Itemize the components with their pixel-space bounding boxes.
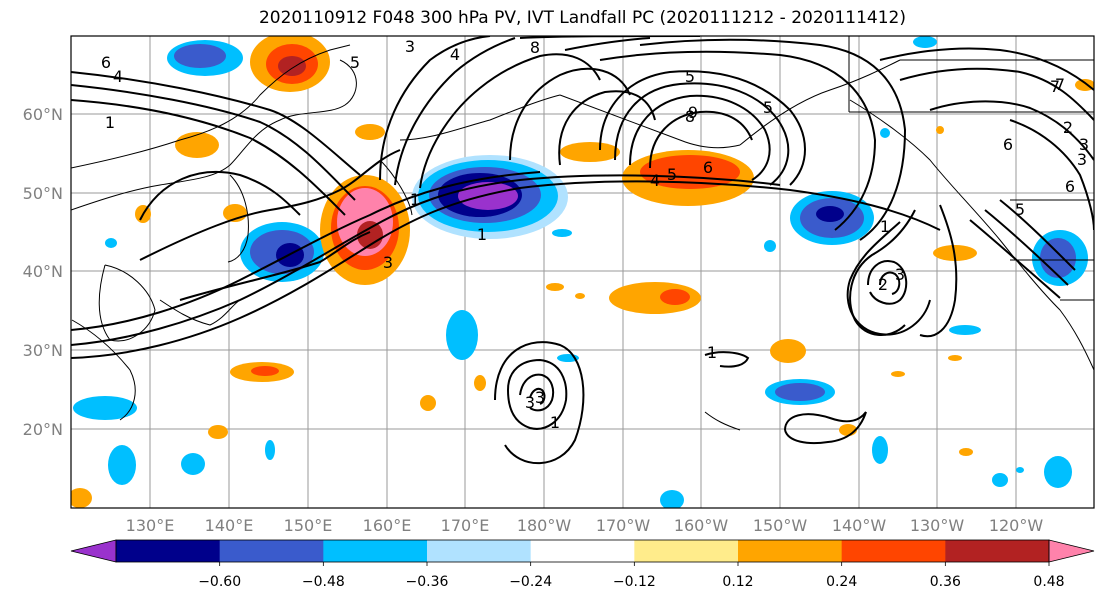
colorbar-segment — [116, 540, 221, 562]
colorbar-tick-label: −0.24 — [509, 574, 552, 590]
contour-label: 6 — [101, 53, 111, 72]
longitude-label: 120°W — [989, 516, 1044, 535]
contour-label: 1 — [105, 113, 115, 132]
contour-label: 3 — [525, 393, 535, 412]
contour-label: 5 — [350, 53, 360, 72]
colorbar-extend-min — [70, 539, 117, 563]
contour-label: 1 — [707, 343, 717, 362]
latitude-label: 30°N — [23, 341, 63, 360]
colorbar-segment — [530, 540, 635, 562]
colorbar-tick-label: 0.24 — [826, 574, 857, 590]
latitude-label: 40°N — [23, 262, 63, 281]
longitude-label: 180°W — [517, 516, 572, 535]
contour-label: 1 — [410, 190, 420, 209]
contour-label: 3 — [405, 37, 415, 56]
colorbar — [70, 539, 1095, 563]
map-frame — [70, 35, 1095, 509]
longitude-label: 140°W — [832, 516, 887, 535]
longitude-label: 140°E — [205, 516, 254, 535]
colorbar-tick-label: −0.48 — [302, 574, 345, 590]
longitude-labels: 130°E 140°E 150°E 160°E 170°E 180°W 170°W 160°W… — [126, 516, 1044, 535]
colorbar-tick-label: −0.60 — [198, 574, 241, 590]
colorbar-tick-label: −0.12 — [613, 574, 656, 590]
longitude-label: 160°E — [363, 516, 412, 535]
contour-label: 9 — [688, 103, 698, 122]
longitude-label: 150°W — [753, 516, 808, 535]
gridlines — [71, 36, 1094, 508]
contour-label: 8 — [530, 38, 540, 57]
colorbar-segment — [841, 540, 946, 562]
contour-label: 6 — [1065, 177, 1075, 196]
contour-label: 6 — [703, 158, 713, 177]
contour-label: 1 — [880, 217, 890, 236]
contour-label: 4 — [113, 67, 123, 86]
longitude-label: 130°E — [126, 516, 175, 535]
contour-label: 3 — [383, 253, 393, 272]
colorbar-tick-label: −0.36 — [406, 574, 449, 590]
contour-label: 5 — [685, 67, 695, 86]
contour-label: 3 — [1077, 150, 1087, 169]
contour-label: 3 — [895, 265, 905, 284]
longitude-label: 130°W — [910, 516, 965, 535]
colorbar-tick-label: 0.36 — [930, 574, 961, 590]
colorbar-tick-label: 0.48 — [1033, 574, 1064, 590]
latitude-label: 50°N — [23, 184, 63, 203]
colorbar-outline — [115, 539, 1050, 563]
figure-title: 2020110912 F048 300 hPa PV, IVT Landfall… — [258, 8, 906, 28]
colorbar-segment — [219, 540, 324, 562]
contour-label: 4 — [450, 45, 460, 64]
longitude-label: 150°E — [284, 516, 333, 535]
colorbar-segment — [427, 540, 532, 562]
longitude-label: 170°W — [596, 516, 651, 535]
contour-label: 3 — [1079, 135, 1089, 154]
colorbar-segment — [945, 540, 1050, 562]
contour-label: 5 — [763, 98, 773, 117]
contour-label: 5 — [1015, 200, 1025, 219]
latitude-label: 20°N — [23, 420, 63, 439]
contour-label: 4 — [650, 171, 660, 190]
contour-label: 7 — [1055, 75, 1065, 94]
ivt-contours — [71, 36, 1094, 465]
longitude-label: 160°W — [674, 516, 729, 535]
contour-label: 1 — [477, 225, 487, 244]
contour-label: 6 — [1003, 135, 1013, 154]
colorbar-segment — [634, 540, 739, 562]
colorbar-segment — [738, 540, 843, 562]
contour-label: 8 — [685, 107, 695, 126]
colorbar-tick-label: 0.12 — [722, 574, 753, 590]
latitude-label: 60°N — [23, 105, 63, 124]
contour-label: 3 — [535, 388, 545, 407]
colorbar-segment — [323, 540, 428, 562]
contour-label: 7 — [1050, 77, 1060, 96]
colorbar-tick-labels: −0.60 −0.48 −0.36 −0.24 −0.12 0.12 0.24 0.36 0.4… — [198, 562, 1065, 590]
contour-label: 1 — [550, 413, 560, 432]
contour-label: 2 — [878, 275, 888, 294]
contour-label: 5 — [667, 165, 677, 184]
latitude-labels: 60°N 50°N 40°N 30°N 20°N — [23, 105, 63, 439]
colorbar-extend-max — [1048, 539, 1095, 563]
longitude-label: 170°E — [441, 516, 490, 535]
contour-label: 2 — [1063, 118, 1073, 137]
